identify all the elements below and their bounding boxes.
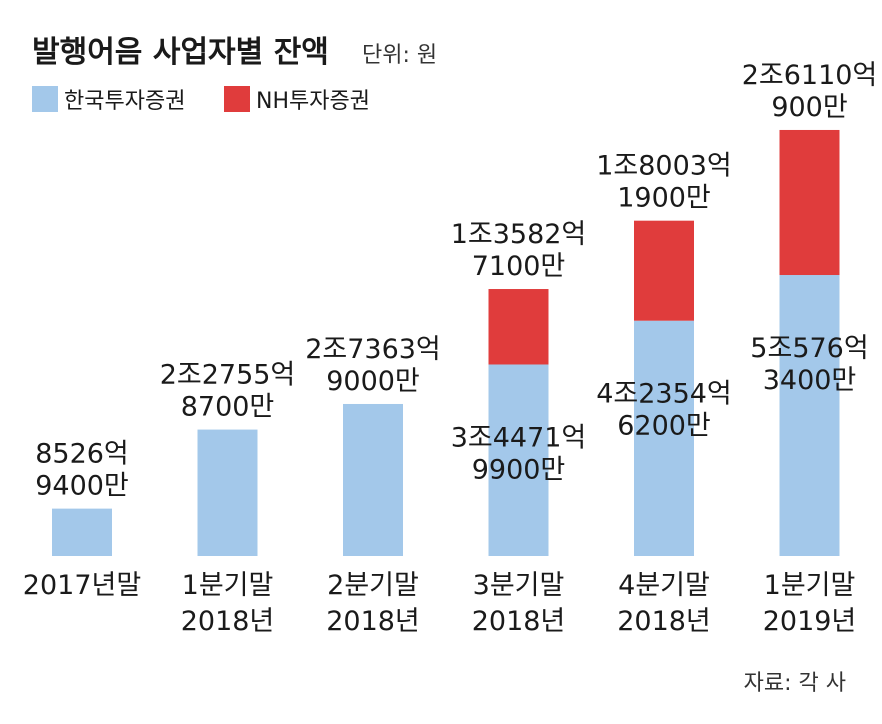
legend-label-korea-investment: 한국투자증권 [64,89,185,114]
x-tick-label: 2분기말 [327,570,419,601]
bar-korea-investment [634,320,694,556]
legend: 한국투자증권 NH투자증권 [32,86,370,114]
unit-note: 단위: 원 [362,43,437,68]
value-label-nh-investment: 1조3582억 [451,219,587,250]
value-label-korea-investment: 8700만 [181,392,275,423]
source-note: 자료: 각 사 [744,671,846,696]
x-tick-label: 3분기말 [473,570,565,601]
value-label-korea-investment: 8526억 [35,439,129,470]
x-tick-labels: 2017년말 1분기말 2018년 2분기말 2018년 3분기말 2018년 4분기말 201… [23,570,856,637]
bar-korea-investment [488,364,549,556]
value-label-korea-investment: 6200만 [617,411,711,442]
x-tick-label: 1분기말 [764,570,856,601]
x-tick-label: 2017년말 [23,570,141,601]
value-label-korea-investment: 9900만 [472,454,566,485]
value-label-korea-investment: 2조7363억 [305,334,441,365]
value-label-korea-investment: 4조2354억 [596,379,732,410]
value-label-nh-investment: 7100만 [472,251,566,282]
value-label-nh-investment: 1조8003억 [596,151,732,182]
legend-label-nh-investment: NH투자증권 [256,89,370,114]
value-label-korea-investment: 3조4471억 [451,422,587,453]
bar-nh-investment [634,220,694,321]
x-tick-label: 4분기말 [618,570,710,601]
value-label-nh-investment: 900만 [771,92,847,123]
x-tick-label: 2018년 [326,606,420,637]
bar-korea-investment [52,508,112,556]
bar-korea-investment [779,275,840,556]
bar-korea-investment [343,403,403,556]
legend-swatch-nh-investment [224,86,250,112]
x-tick-label: 2019년 [763,606,857,637]
value-label-korea-investment: 3400만 [763,365,857,396]
value-label-korea-investment: 9000만 [326,366,420,397]
bar-nh-investment [488,289,549,365]
value-label-korea-investment: 9400만 [35,471,129,502]
value-label-korea-investment: 2조2755억 [160,360,296,391]
x-tick-label: 2018년 [617,606,711,637]
bar-korea-investment [197,429,258,556]
x-tick-label: 2018년 [472,606,566,637]
x-tick-label: 1분기말 [182,570,274,601]
bar-nh-investment [779,129,840,276]
x-tick-label: 2018년 [181,606,275,637]
chart-title: 발행어음 사업자별 잔액 [32,35,329,70]
value-label-korea-investment: 5조576억 [750,333,868,364]
bars [52,129,840,556]
value-label-nh-investment: 1900만 [617,183,711,214]
value-label-nh-investment: 2조6110억 [742,60,878,91]
legend-swatch-korea-investment [32,86,58,112]
